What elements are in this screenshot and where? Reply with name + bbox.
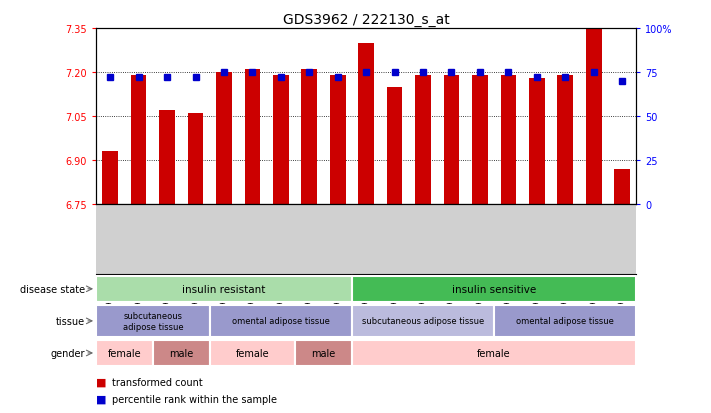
Bar (210, 305, 352, 337)
Bar (102, 152, 118, 204)
Bar (352, 276, 636, 302)
Bar (352, 305, 494, 337)
Bar (301, 70, 317, 204)
Text: subcutaneous
adipose tissue: subcutaneous adipose tissue (122, 311, 183, 331)
Text: omental adipose tissue: omental adipose tissue (232, 317, 330, 325)
Text: female: female (477, 348, 511, 358)
Text: ■: ■ (96, 377, 107, 387)
Bar (96, 340, 153, 366)
Bar (330, 76, 346, 204)
Bar (387, 88, 402, 204)
Bar (210, 340, 295, 366)
Bar (96, 276, 352, 302)
Bar (358, 43, 374, 204)
Bar (415, 76, 431, 204)
Bar (216, 73, 232, 204)
Text: omental adipose tissue: omental adipose tissue (516, 317, 614, 325)
Text: male: male (169, 348, 193, 358)
Text: subcutaneous adipose tissue: subcutaneous adipose tissue (362, 317, 484, 325)
Bar (245, 70, 260, 204)
Bar (131, 76, 146, 204)
Bar (444, 76, 459, 204)
Bar (557, 76, 573, 204)
Text: male: male (311, 348, 336, 358)
Text: ■: ■ (96, 394, 107, 404)
Bar (586, 29, 602, 204)
Text: female: female (235, 348, 269, 358)
Text: disease state: disease state (20, 284, 85, 294)
Text: transformed count: transformed count (112, 377, 203, 387)
Bar (614, 169, 630, 204)
Bar (494, 305, 636, 337)
Bar (153, 340, 210, 366)
Text: female: female (107, 348, 141, 358)
Text: gender: gender (50, 348, 85, 358)
Text: percentile rank within the sample: percentile rank within the sample (112, 394, 277, 404)
Text: insulin resistant: insulin resistant (182, 284, 266, 294)
Bar (529, 78, 545, 204)
Bar (501, 76, 516, 204)
Bar (273, 76, 289, 204)
Bar (188, 114, 203, 204)
Title: GDS3962 / 222130_s_at: GDS3962 / 222130_s_at (283, 12, 449, 26)
Bar (159, 111, 175, 204)
Text: tissue: tissue (56, 316, 85, 326)
Text: insulin sensitive: insulin sensitive (452, 284, 536, 294)
Bar (295, 340, 352, 366)
Bar (96, 305, 210, 337)
Bar (472, 76, 488, 204)
Bar (352, 340, 636, 366)
